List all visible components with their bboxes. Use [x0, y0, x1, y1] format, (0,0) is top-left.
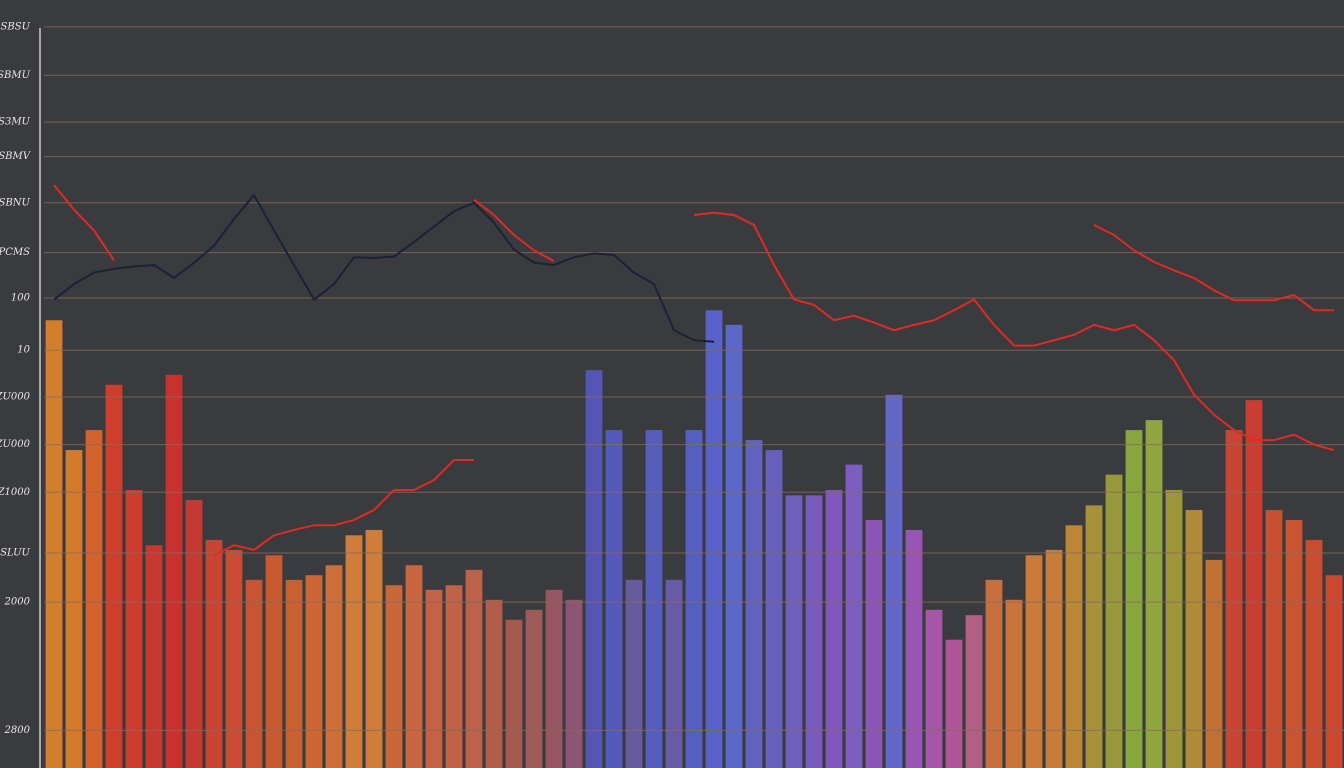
y-tick-label: 2800 [4, 725, 31, 736]
bar [85, 430, 103, 768]
bar [565, 599, 583, 768]
bar [405, 565, 423, 768]
y-tick-label: Z1000 [0, 487, 31, 498]
y-tick-label: ZU000 [0, 392, 31, 403]
bar [665, 579, 683, 768]
bar [645, 430, 663, 768]
bar [1205, 559, 1223, 768]
bar [1245, 400, 1263, 768]
bar [845, 464, 863, 768]
bar [1325, 575, 1343, 768]
bar [945, 639, 963, 768]
y-tick-label: SBNU [0, 197, 31, 208]
line [213, 459, 474, 557]
bar [925, 609, 943, 768]
bar [145, 545, 163, 768]
bar [65, 450, 83, 768]
bar [625, 579, 643, 768]
bar [1225, 430, 1243, 768]
bar [385, 585, 403, 768]
bar [305, 575, 323, 768]
bar [1265, 509, 1283, 768]
bar [345, 535, 363, 768]
bar [105, 384, 123, 768]
y-tick-label: SBSU [1, 21, 31, 32]
bar [125, 489, 143, 768]
bar [885, 394, 903, 768]
bar [745, 440, 763, 768]
bar [185, 499, 203, 768]
line [53, 194, 715, 343]
y-tick-label: SBMV [0, 151, 32, 162]
y-tick-label: SLUU [0, 547, 30, 558]
bar [365, 529, 383, 768]
y-tick-label: 10 [17, 345, 30, 356]
y-tick-label: SBMU [0, 70, 31, 81]
bar [1145, 420, 1163, 768]
bar [1005, 599, 1023, 768]
bar [965, 615, 983, 768]
bar [205, 539, 223, 768]
bar [445, 585, 463, 768]
bar [605, 430, 623, 768]
bar [1165, 489, 1183, 768]
line [53, 184, 1335, 452]
bar [1025, 555, 1043, 768]
bar [725, 324, 743, 768]
bar [825, 489, 843, 768]
bar [505, 619, 523, 768]
bar [225, 549, 243, 768]
bar [465, 569, 483, 768]
y-tick-label: 100 [11, 292, 31, 303]
bar [325, 565, 343, 768]
bar [245, 579, 263, 768]
bar [1305, 539, 1323, 768]
bar [805, 495, 823, 768]
bar [545, 589, 563, 768]
y-tick-label: S3MU [0, 117, 31, 128]
bar [1045, 549, 1063, 768]
y-tick-label: Y PCMS [0, 247, 30, 258]
bar [585, 370, 603, 768]
bar [425, 589, 443, 768]
line [1093, 224, 1334, 312]
bar [525, 609, 543, 768]
bar [985, 579, 1003, 768]
bar [485, 599, 503, 768]
bar [1105, 474, 1123, 768]
bar [765, 450, 783, 768]
bar [1085, 505, 1103, 768]
y-tick-label: 2000 [4, 597, 31, 608]
bar [45, 320, 63, 768]
bar [705, 310, 723, 768]
bar [1185, 509, 1203, 768]
bar [905, 529, 923, 768]
bar [265, 555, 283, 768]
bar [685, 430, 703, 768]
bar [865, 519, 883, 768]
y-tick-label: ZU000 [0, 439, 31, 450]
bar [285, 579, 303, 768]
bar [165, 374, 183, 768]
bar [785, 495, 803, 768]
bar [1285, 519, 1303, 768]
bar [1065, 525, 1083, 768]
bar [1125, 430, 1143, 768]
